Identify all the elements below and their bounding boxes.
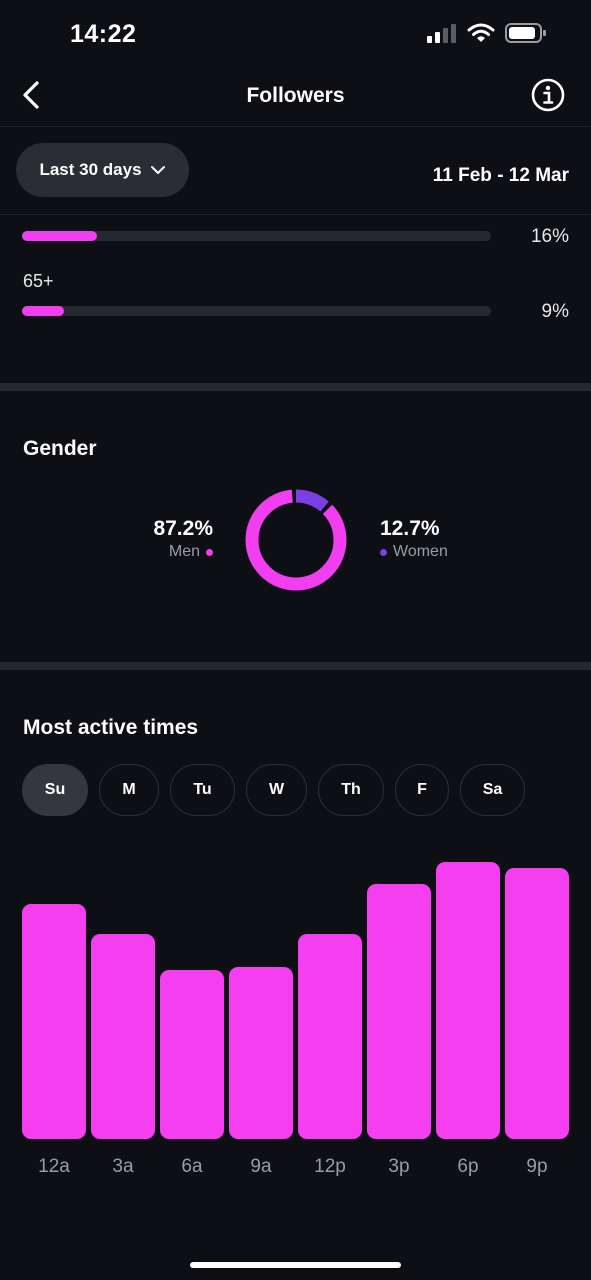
x-tick-label: 3p	[388, 1156, 410, 1177]
battery-icon	[505, 23, 546, 43]
women-dot	[380, 548, 387, 556]
day-chip-th[interactable]: Th	[318, 764, 384, 816]
status-time: 14:22	[70, 20, 137, 48]
wifi-icon	[467, 23, 495, 42]
day-chip-w[interactable]: W	[246, 764, 307, 816]
men-segment	[245, 489, 347, 591]
women-value: 12.7%	[380, 517, 440, 540]
day-chip-su[interactable]: Su	[22, 764, 88, 816]
x-tick-label: 9a	[250, 1156, 272, 1177]
chart-bar-6a	[160, 970, 224, 1139]
chart-bar-6p	[436, 862, 500, 1139]
x-tick-label: 6a	[181, 1156, 203, 1177]
info-icon	[531, 78, 565, 112]
age-percent: 9%	[541, 301, 569, 322]
age-bar-track	[22, 306, 491, 316]
day-selector: Su M Tu W Th F Sa	[22, 764, 525, 816]
day-chip-f[interactable]: F	[395, 764, 449, 816]
x-tick-label: 12a	[38, 1156, 70, 1177]
status-icons	[427, 22, 547, 44]
chevron-left-icon	[23, 81, 39, 109]
age-bar-track	[22, 231, 491, 241]
chart-bar-12a	[22, 903, 86, 1139]
men-legend: Men	[153, 543, 213, 561]
active-times-title: Most active times	[23, 716, 199, 739]
women-label: Women	[393, 543, 448, 560]
back-button[interactable]	[14, 78, 48, 112]
gender-title: Gender	[23, 437, 97, 460]
chart-bar-12p	[298, 934, 362, 1139]
chevron-down-icon	[150, 166, 165, 174]
home-indicator[interactable]	[190, 1262, 401, 1268]
men-label: Men	[168, 543, 200, 560]
chart-bar-9a	[229, 967, 293, 1139]
date-range-dropdown[interactable]: Last 30 days	[16, 143, 189, 197]
day-chip-tu[interactable]: Tu	[170, 764, 235, 816]
age-bar-fill	[22, 306, 65, 316]
page-title: Followers	[246, 84, 345, 107]
men-stat: 87.2% Men	[153, 517, 213, 561]
women-segment	[245, 489, 347, 591]
day-chip-sa[interactable]: Sa	[460, 764, 525, 816]
age-bar-fill	[22, 231, 98, 241]
x-tick-label: 3a	[112, 1156, 134, 1177]
x-tick-label: 9p	[526, 1156, 548, 1177]
section-separator	[0, 383, 591, 391]
chart-bar-9p	[505, 867, 569, 1139]
x-tick-label: 12p	[314, 1156, 346, 1177]
women-legend: Women	[380, 543, 448, 561]
x-tick-label: 6p	[457, 1156, 479, 1177]
cellular-signal-icon	[427, 24, 456, 43]
gender-donut-chart	[245, 489, 347, 591]
info-button[interactable]	[531, 78, 565, 112]
date-range-text: 11 Feb - 12 Mar	[432, 165, 569, 186]
header-divider	[0, 126, 591, 127]
chart-bar-3a	[91, 934, 155, 1139]
chart-bar-3p	[367, 884, 431, 1139]
date-range-dropdown-label: Last 30 days	[39, 160, 142, 179]
age-label: 65+	[23, 271, 54, 291]
men-value: 87.2%	[153, 517, 213, 540]
day-chip-m[interactable]: M	[99, 764, 159, 816]
range-divider	[0, 214, 591, 215]
women-stat: 12.7% Women	[380, 517, 448, 561]
age-percent: 16%	[530, 226, 569, 247]
section-separator	[0, 662, 591, 670]
men-dot	[206, 548, 213, 556]
